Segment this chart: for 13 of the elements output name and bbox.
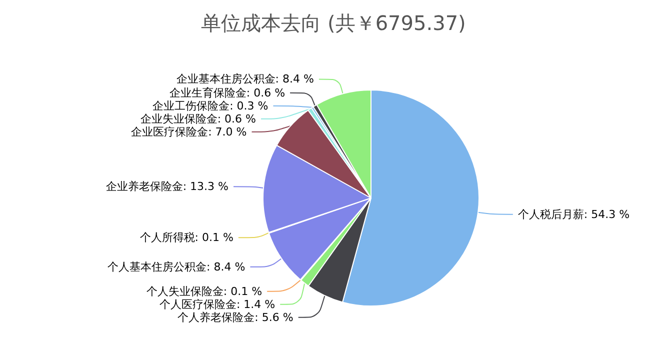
slice-label: 企业基本住房公积金: 8.4 % <box>176 72 314 86</box>
slice-label: 企业生育保险金: 0.6 % <box>169 86 286 100</box>
slice-label: 个人医疗保险金: 1.4 % <box>159 298 276 311</box>
slice-label: 个人养老保险金: 5.6 % <box>178 310 294 324</box>
slice-label: 企业工伤保险金: 0.3 % <box>152 99 268 112</box>
slice-label: 企业养老保险金: 13.3 % <box>106 180 229 194</box>
slice-label: 个人基本住房公积金: 8.4 % <box>108 260 246 274</box>
slice-label: 个人所得税: 0.1 % <box>140 231 234 244</box>
slice-label: 企业医疗保险金: 7.0 % <box>131 125 247 138</box>
slice-label: 企业失业保险金: 0.6 % <box>140 112 256 126</box>
slice-label: 个人失业保险金: 0.1 % <box>146 284 262 298</box>
slice-label: 个人税后月薪: 54.3 % <box>518 208 630 221</box>
chart-title: 单位成本去向 (共￥6795.37) <box>201 11 466 35</box>
